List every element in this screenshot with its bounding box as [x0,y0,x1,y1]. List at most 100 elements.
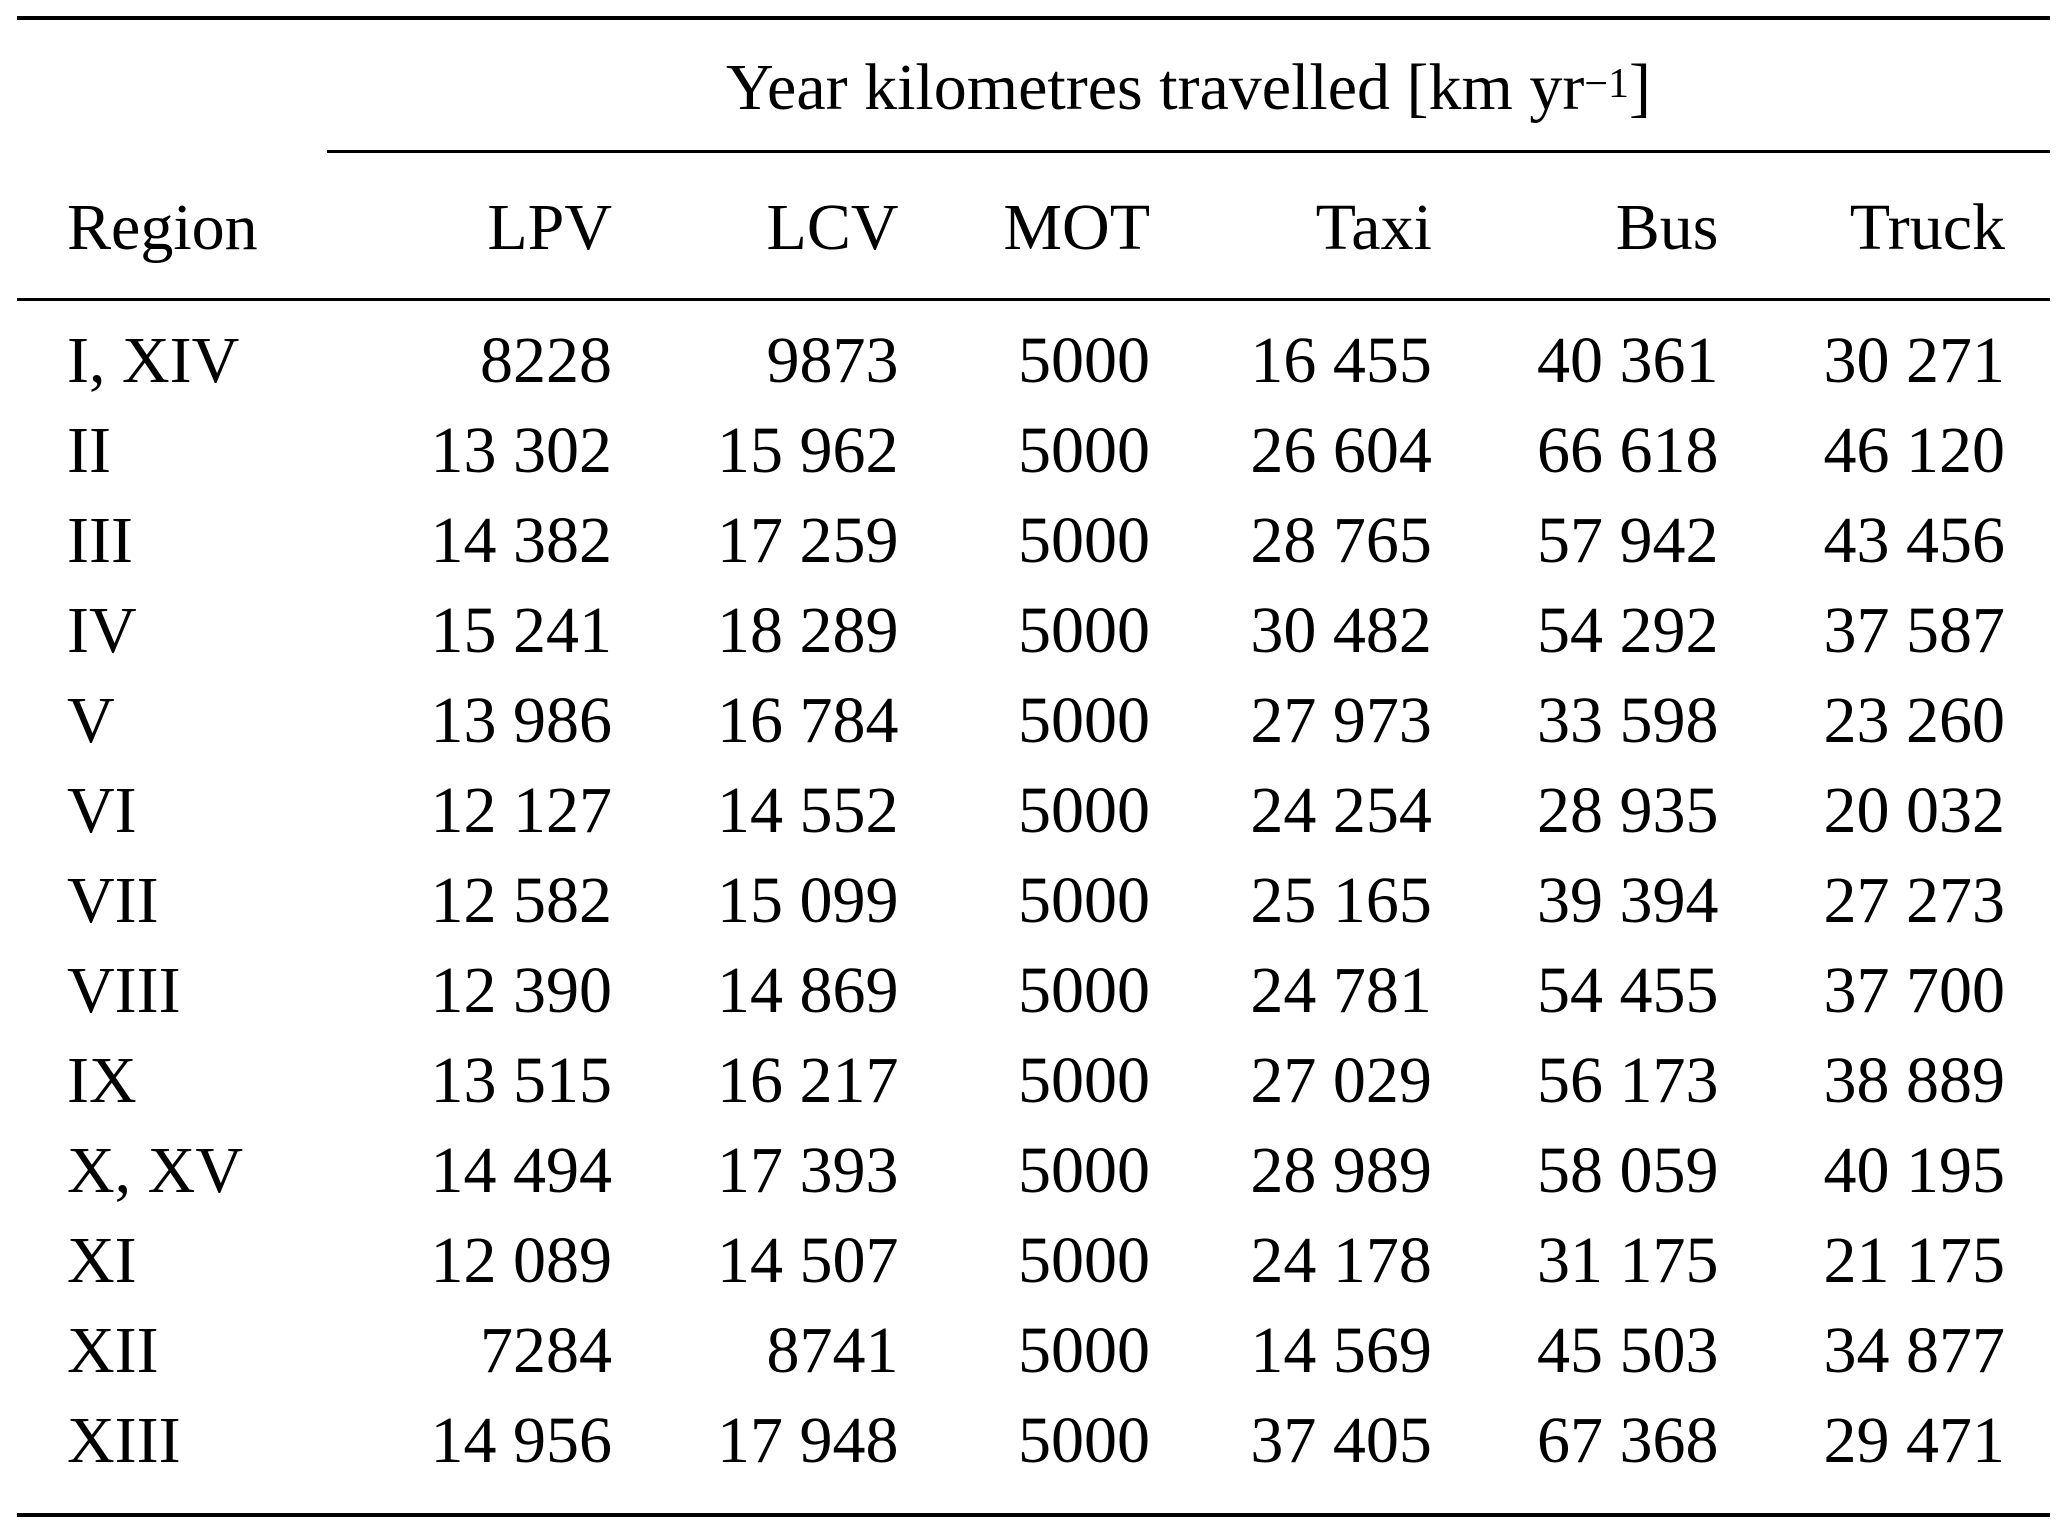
cell-region: VII [67,864,159,937]
cell-region: IV [67,594,137,667]
table-row: II 13 302 15 962 5000 26 604 66 618 46 120 [17,406,2050,496]
cell-bus: 28 935 [1536,774,1719,847]
spanning-header-close: ] [1629,51,1652,124]
cell-lcv: 18 289 [717,594,899,667]
cell-lpv: 12 127 [430,774,613,847]
column-header-mot: MOT [1003,191,1151,264]
cell-truck: 34 877 [1823,1314,2006,1387]
cell-lpv: 13 986 [430,684,613,757]
top-rule [17,16,2050,20]
bottom-rule [17,1513,2050,1517]
cell-bus: 66 618 [1536,414,1719,487]
cell-bus: 40 361 [1536,324,1719,397]
cell-taxi: 28 765 [1250,504,1432,577]
column-header-truck: Truck [1849,191,2005,264]
cell-taxi: 16 455 [1250,324,1432,397]
cell-lcv: 15 962 [717,414,899,487]
spanning-header-superscript: −1 [1584,61,1630,107]
cell-mot: 5000 [1018,864,1151,937]
cell-truck: 43 456 [1823,504,2006,577]
cell-mot: 5000 [1018,1044,1151,1117]
cell-lcv: 9873 [766,324,899,397]
cell-taxi: 24 781 [1250,954,1432,1027]
table-row: XIII 14 956 17 948 5000 37 405 67 368 29 471 [17,1396,2050,1486]
cell-taxi: 26 604 [1250,414,1432,487]
cell-bus: 54 292 [1536,594,1719,667]
cell-region: XII [67,1314,159,1387]
cell-taxi: 30 482 [1250,594,1432,667]
cell-taxi: 37 405 [1250,1404,1432,1477]
cell-bus: 54 455 [1536,954,1719,1027]
cell-bus: 45 503 [1536,1314,1719,1387]
cell-bus: 57 942 [1536,504,1719,577]
cell-region: VI [67,774,137,847]
cell-lcv: 16 217 [717,1044,899,1117]
table-row: VII 12 582 15 099 5000 25 165 39 394 27 273 [17,856,2050,946]
header-rule [17,298,2050,301]
cell-bus: 56 173 [1536,1044,1719,1117]
cell-lcv: 17 393 [717,1134,899,1207]
table-row: X, XV 14 494 17 393 5000 28 989 58 059 40 195 [17,1126,2050,1216]
cell-region: II [67,414,111,487]
spanning-header-rule [327,150,2050,153]
cell-taxi: 25 165 [1250,864,1432,937]
cell-region: I, XIV [67,324,240,397]
cell-taxi: 27 029 [1250,1044,1432,1117]
cell-mot: 5000 [1018,684,1151,757]
cell-mot: 5000 [1018,954,1151,1027]
cell-mot: 5000 [1018,1134,1151,1207]
cell-bus: 31 175 [1536,1224,1719,1297]
cell-lpv: 13 515 [430,1044,613,1117]
cell-lcv: 15 099 [717,864,899,937]
cell-lpv: 12 582 [430,864,613,937]
cell-taxi: 14 569 [1250,1314,1432,1387]
table-row: I, XIV 8228 9873 5000 16 455 40 361 30 271 [17,316,2050,406]
cell-taxi: 24 178 [1250,1224,1432,1297]
cell-lcv: 8741 [766,1314,899,1387]
cell-region: V [67,684,115,757]
cell-region: IX [67,1044,137,1117]
column-header-bus: Bus [1615,191,1719,264]
cell-truck: 27 273 [1823,864,2006,937]
cell-mot: 5000 [1018,414,1151,487]
table-row: XII 7284 8741 5000 14 569 45 503 34 877 [17,1306,2050,1396]
column-header-taxi: Taxi [1315,191,1432,264]
cell-bus: 33 598 [1536,684,1719,757]
table-row: V 13 986 16 784 5000 27 973 33 598 23 260 [17,676,2050,766]
cell-lcv: 17 259 [717,504,899,577]
cell-taxi: 28 989 [1250,1134,1432,1207]
cell-mot: 5000 [1018,1224,1151,1297]
cell-truck: 37 700 [1823,954,2006,1027]
cell-region: III [67,504,133,577]
cell-truck: 20 032 [1823,774,2006,847]
table-row: VIII 12 390 14 869 5000 24 781 54 455 37 700 [17,946,2050,1036]
cell-truck: 37 587 [1823,594,2006,667]
cell-lcv: 14 507 [717,1224,899,1297]
table-row: IV 15 241 18 289 5000 30 482 54 292 37 587 [17,586,2050,676]
cell-lpv: 12 390 [430,954,613,1027]
column-header-lcv: LCV [766,191,899,264]
spanning-header: Year kilometres travelled [km yr−1] [327,48,2050,136]
km-travelled-table: Region LPV LCV MOT Taxi Bus Truck I, XIV… [17,182,2050,1486]
cell-region: X, XV [67,1134,243,1207]
table-row: XI 12 089 14 507 5000 24 178 31 175 21 175 [17,1216,2050,1306]
cell-mot: 5000 [1018,774,1151,847]
cell-region: XIII [67,1404,181,1477]
cell-lcv: 17 948 [717,1404,899,1477]
cell-truck: 30 271 [1823,324,2006,397]
cell-lpv: 14 956 [430,1404,613,1477]
cell-lcv: 14 869 [717,954,899,1027]
table-row: III 14 382 17 259 5000 28 765 57 942 43 456 [17,496,2050,586]
table-row: VI 12 127 14 552 5000 24 254 28 935 20 032 [17,766,2050,856]
cell-mot: 5000 [1018,504,1151,577]
cell-lcv: 16 784 [717,684,899,757]
cell-mot: 5000 [1018,594,1151,667]
cell-lpv: 13 302 [430,414,613,487]
table-body: I, XIV 8228 9873 5000 16 455 40 361 30 271 II 13… [17,274,2050,1486]
cell-truck: 46 120 [1823,414,2006,487]
cell-truck: 29 471 [1823,1404,2006,1477]
column-header-lpv: LPV [487,191,613,264]
cell-mot: 5000 [1018,1314,1151,1387]
cell-bus: 58 059 [1536,1134,1719,1207]
cell-lpv: 14 382 [430,504,613,577]
